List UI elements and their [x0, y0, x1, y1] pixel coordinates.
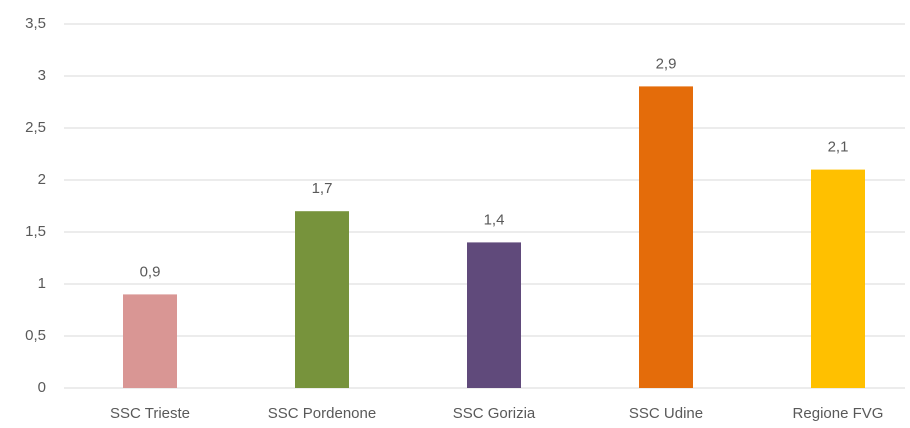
y-tick-label: 3 — [38, 67, 46, 84]
bar — [639, 86, 693, 389]
data-label: 1,7 — [312, 180, 333, 197]
x-tick-label: SSC Trieste — [110, 405, 190, 422]
x-tick-label: SSC Pordenone — [268, 405, 376, 422]
y-tick-label: 0 — [38, 379, 46, 396]
y-tick-label: 1,5 — [25, 223, 46, 240]
y-tick-label: 2,5 — [25, 119, 46, 136]
y-tick-label: 2 — [38, 171, 46, 188]
bar — [467, 242, 521, 388]
data-label: 2,9 — [656, 55, 677, 72]
x-tick-label: Regione FVG — [793, 405, 884, 422]
bar — [811, 169, 865, 388]
x-tick-label: SSC Gorizia — [453, 405, 536, 422]
y-tick-label: 1 — [38, 275, 46, 292]
data-label: 1,4 — [484, 211, 505, 228]
y-tick-label: 0,5 — [25, 327, 46, 344]
data-label: 0,9 — [140, 263, 161, 280]
data-label: 2,1 — [828, 139, 849, 156]
x-tick-label: SSC Udine — [629, 405, 703, 422]
bar — [123, 294, 177, 388]
bar — [295, 211, 349, 388]
y-tick-label: 3,5 — [25, 15, 46, 32]
